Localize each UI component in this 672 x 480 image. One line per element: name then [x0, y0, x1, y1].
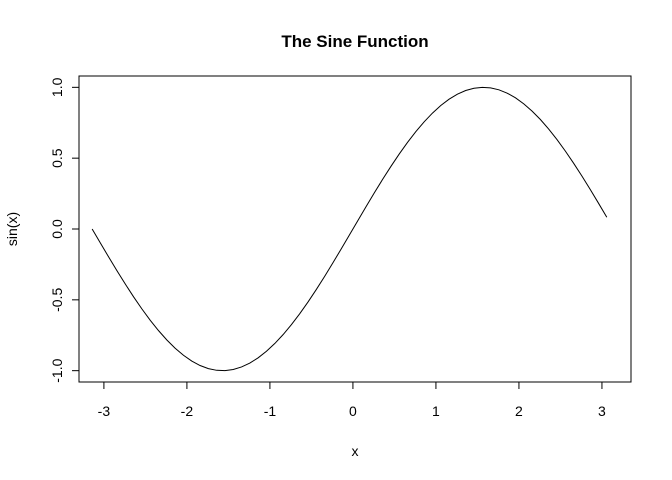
chart-title: The Sine Function [281, 32, 428, 51]
y-tick-label: 0.5 [49, 148, 65, 168]
y-axis-label: sin(x) [4, 212, 20, 246]
x-tick-label: 0 [349, 403, 357, 419]
y-tick-label: 1.0 [49, 77, 65, 97]
y-axis: -1.0 -0.5 0.0 0.5 1.0 [49, 77, 80, 383]
y-tick-label: 0.0 [49, 219, 65, 239]
x-tick-label: -3 [98, 403, 111, 419]
x-axis-label: x [352, 443, 359, 459]
plot-frame [78, 75, 632, 383]
y-tick-label: -0.5 [49, 288, 65, 312]
x-tick-label: 2 [515, 403, 523, 419]
x-axis: -3 -2 -1 0 1 2 3 [98, 381, 606, 419]
x-tick-label: -2 [181, 403, 194, 419]
x-tick-label: 3 [598, 403, 606, 419]
x-tick-label: -1 [264, 403, 277, 419]
x-tick-label: 1 [432, 403, 440, 419]
sine-curve [91, 86, 608, 372]
y-tick-label: -1.0 [49, 358, 65, 382]
